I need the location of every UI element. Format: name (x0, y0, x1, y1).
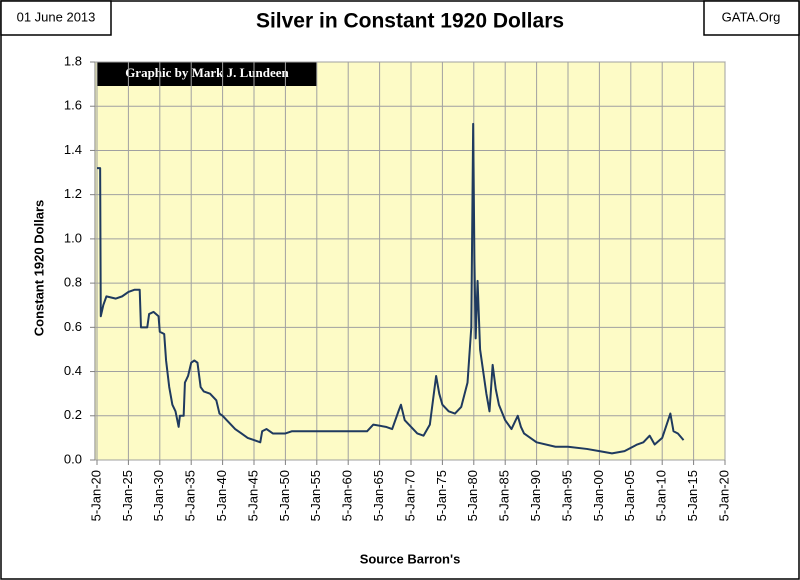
x-tick-label: 5-Jan-35 (183, 470, 198, 521)
y-tick-label: 1.6 (64, 98, 82, 113)
x-tick-label: 5-Jan-10 (654, 470, 669, 521)
y-tick-label: 1.8 (64, 53, 82, 68)
x-tick-label: 5-Jan-30 (151, 470, 166, 521)
x-tick-label: 5-Jan-45 (245, 470, 260, 521)
x-tick-label: 5-Jan-20 (88, 470, 103, 521)
y-tick-label: 0.4 (64, 363, 82, 378)
x-tick-label: 5-Jan-00 (591, 470, 606, 521)
y-tick-label: 1.2 (64, 186, 82, 201)
source-site: GATA.Org (722, 9, 781, 24)
x-tick-label: 5-Jan-05 (622, 470, 637, 521)
price-line (97, 122, 685, 455)
y-tick-label: 0.2 (64, 407, 82, 422)
plot-area (94, 61, 726, 461)
x-tick-label: 5-Jan-60 (340, 470, 355, 521)
chart-title: Silver in Constant 1920 Dollars (256, 10, 564, 33)
x-tick-label: 5-Jan-80 (465, 470, 480, 521)
x-tick-label: 5-Jan-15 (685, 470, 700, 521)
x-tick-label: 5-Jan-40 (214, 470, 229, 521)
annotation-box (97, 62, 317, 86)
x-tick-label: 5-Jan-50 (277, 470, 292, 521)
date: 01 June 2013 (17, 9, 96, 24)
x-tick-label: 5-Jan-65 (371, 470, 386, 521)
y-tick-label: 0.6 (64, 319, 82, 334)
y-axis-label: Constant 1920 Dollars (31, 200, 46, 337)
site-box (703, 0, 800, 36)
x-tick-label: 5-Jan-90 (528, 470, 543, 521)
x-tick-label: 5-Jan-20 (716, 470, 731, 521)
y-tick-label: 0.0 (64, 451, 82, 466)
x-tick-label: 5-Jan-95 (559, 470, 574, 521)
x-tick-label: 5-Jan-55 (308, 470, 323, 521)
x-tick-label: 5-Jan-70 (402, 470, 417, 521)
y-tick-label: 1.4 (64, 142, 82, 157)
x-tick-label: 5-Jan-75 (434, 470, 449, 521)
y-tick-label: 0.8 (64, 275, 82, 290)
x-tick-label: 5-Jan-25 (120, 470, 135, 521)
date-box (0, 0, 112, 36)
y-tick-label: 1.0 (64, 230, 82, 245)
annotation: Graphic by Mark J. Lundeen (125, 65, 289, 80)
x-tick-label: 5-Jan-85 (497, 470, 512, 521)
x-axis-label: Source Barron's (360, 551, 461, 566)
